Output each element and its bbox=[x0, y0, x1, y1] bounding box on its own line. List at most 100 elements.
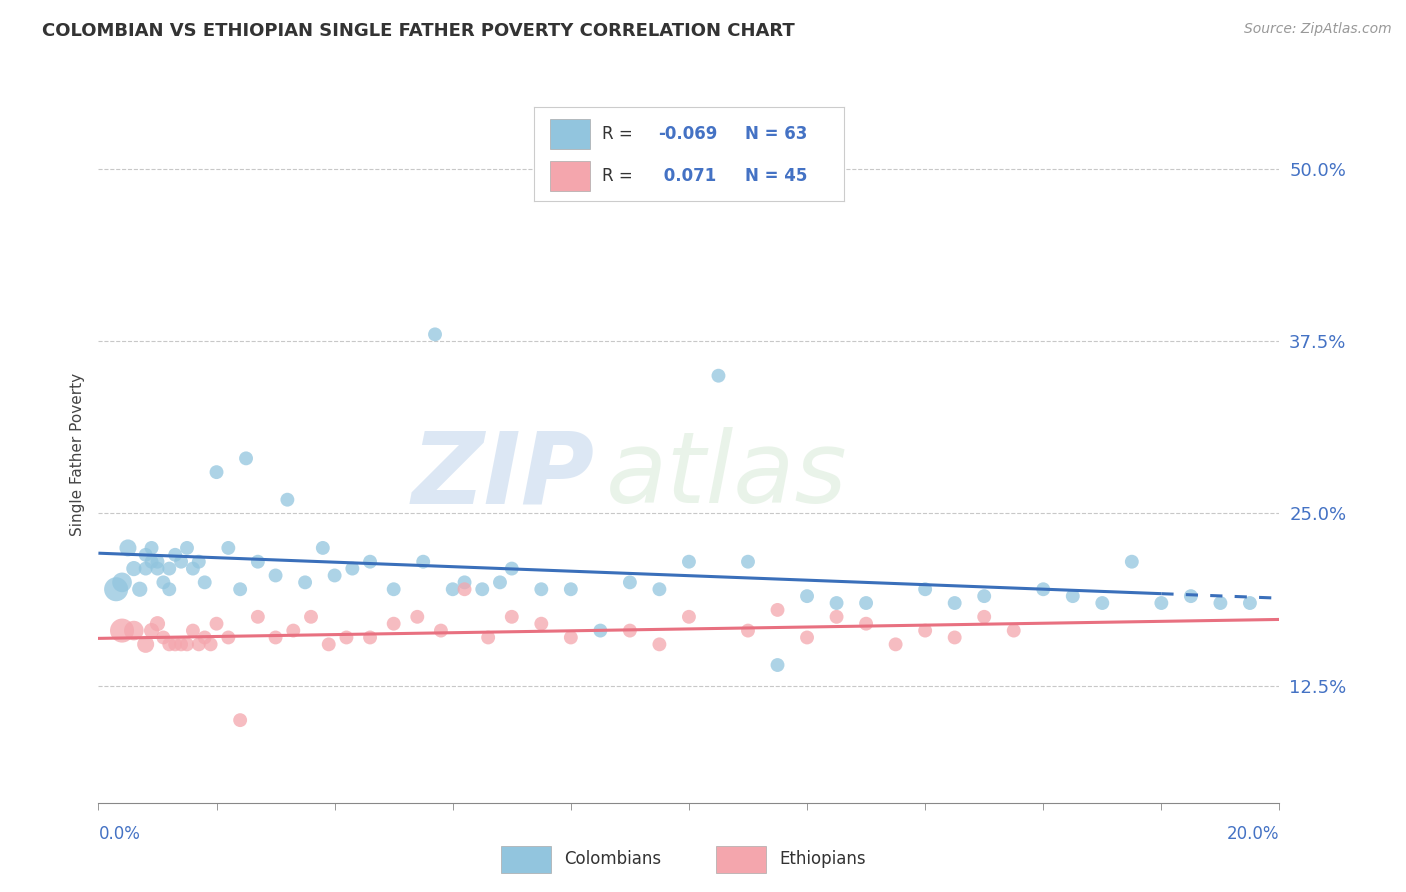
Point bbox=[560, 582, 582, 597]
Point bbox=[165, 637, 187, 651]
Point bbox=[471, 582, 494, 597]
Point bbox=[122, 561, 145, 575]
FancyBboxPatch shape bbox=[550, 161, 591, 191]
Point bbox=[176, 637, 198, 651]
Point bbox=[294, 575, 316, 590]
Point bbox=[217, 541, 239, 555]
Point bbox=[884, 637, 907, 651]
Point bbox=[678, 555, 700, 569]
Point bbox=[264, 631, 287, 645]
Point bbox=[382, 616, 405, 631]
Point bbox=[1062, 589, 1084, 603]
Point bbox=[205, 465, 228, 479]
Point bbox=[276, 492, 298, 507]
Point bbox=[489, 575, 512, 590]
Point bbox=[229, 582, 252, 597]
Point bbox=[530, 616, 553, 631]
Point bbox=[170, 555, 193, 569]
Point bbox=[796, 589, 818, 603]
Point bbox=[648, 582, 671, 597]
Point bbox=[1180, 589, 1202, 603]
Point bbox=[406, 609, 429, 624]
Text: 0.0%: 0.0% bbox=[98, 825, 141, 843]
Point bbox=[855, 596, 877, 610]
Text: N = 63: N = 63 bbox=[745, 125, 807, 144]
Text: -0.069: -0.069 bbox=[658, 125, 717, 144]
Point bbox=[855, 616, 877, 631]
Point bbox=[187, 555, 209, 569]
Point bbox=[135, 637, 157, 651]
Point bbox=[766, 603, 789, 617]
Point bbox=[1239, 596, 1261, 610]
Point bbox=[943, 631, 966, 645]
Point bbox=[176, 541, 198, 555]
Point bbox=[359, 631, 381, 645]
Point bbox=[122, 624, 145, 638]
Point bbox=[430, 624, 453, 638]
Point bbox=[170, 637, 193, 651]
Point bbox=[423, 327, 446, 342]
Point bbox=[181, 624, 204, 638]
Point bbox=[766, 658, 789, 673]
Point bbox=[135, 561, 157, 575]
Point bbox=[412, 555, 434, 569]
Point bbox=[205, 616, 228, 631]
Point bbox=[678, 609, 700, 624]
Point bbox=[152, 631, 174, 645]
Point bbox=[323, 568, 346, 582]
Point bbox=[141, 555, 163, 569]
Point bbox=[141, 541, 163, 555]
Text: R =: R = bbox=[602, 125, 633, 144]
Text: ZIP: ZIP bbox=[412, 427, 595, 524]
Point bbox=[299, 609, 322, 624]
Point bbox=[135, 548, 157, 562]
Point bbox=[382, 582, 405, 597]
Text: Colombians: Colombians bbox=[564, 849, 661, 868]
Point bbox=[117, 541, 139, 555]
Point bbox=[246, 609, 269, 624]
Point bbox=[146, 616, 169, 631]
Point bbox=[501, 609, 523, 624]
Point bbox=[973, 589, 995, 603]
Point bbox=[914, 582, 936, 597]
Point bbox=[146, 561, 169, 575]
Text: Source: ZipAtlas.com: Source: ZipAtlas.com bbox=[1244, 22, 1392, 37]
FancyBboxPatch shape bbox=[550, 120, 591, 149]
Point bbox=[441, 582, 464, 597]
Point bbox=[530, 582, 553, 597]
FancyBboxPatch shape bbox=[716, 847, 766, 873]
Point bbox=[111, 575, 134, 590]
Point bbox=[914, 624, 936, 638]
Point bbox=[453, 582, 475, 597]
Point bbox=[157, 637, 180, 651]
Point bbox=[105, 582, 128, 597]
Point bbox=[318, 637, 340, 651]
Point bbox=[187, 637, 209, 651]
Point bbox=[825, 609, 848, 624]
Point bbox=[825, 596, 848, 610]
Point bbox=[796, 631, 818, 645]
Point bbox=[246, 555, 269, 569]
Point bbox=[235, 451, 257, 466]
Point bbox=[312, 541, 335, 555]
Point bbox=[737, 624, 759, 638]
Point bbox=[1150, 596, 1173, 610]
Point bbox=[1091, 596, 1114, 610]
Text: N = 45: N = 45 bbox=[745, 168, 807, 186]
Point bbox=[1032, 582, 1054, 597]
Point bbox=[589, 624, 612, 638]
Point bbox=[141, 624, 163, 638]
Point bbox=[152, 575, 174, 590]
Text: atlas: atlas bbox=[606, 427, 848, 524]
Point bbox=[560, 631, 582, 645]
Text: Ethiopians: Ethiopians bbox=[779, 849, 866, 868]
Text: R =: R = bbox=[602, 168, 633, 186]
Point bbox=[648, 637, 671, 651]
Point bbox=[973, 609, 995, 624]
Point bbox=[1002, 624, 1025, 638]
Point bbox=[477, 631, 499, 645]
Point bbox=[264, 568, 287, 582]
FancyBboxPatch shape bbox=[501, 847, 551, 873]
Point bbox=[200, 637, 222, 651]
Point bbox=[181, 561, 204, 575]
